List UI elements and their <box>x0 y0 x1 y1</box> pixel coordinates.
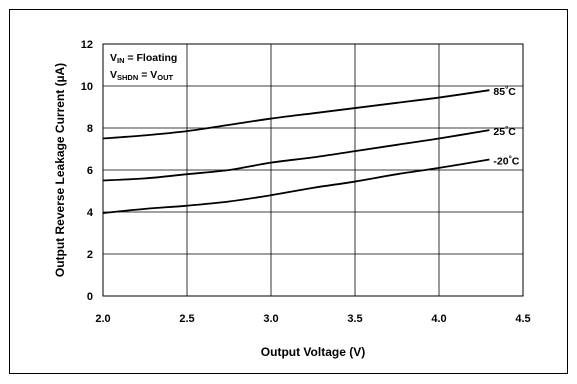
grid <box>103 44 523 296</box>
y-tick-label: 12 <box>81 39 93 51</box>
x-tick-label: 3.5 <box>347 313 362 325</box>
vin-condition-label: VIN = Floating <box>110 52 177 65</box>
series-lines <box>102 89 490 214</box>
y-tick-label: 8 <box>87 123 93 135</box>
series-label-minus-20c: -20°C <box>493 155 519 168</box>
x-tick-label: 2.5 <box>179 313 194 325</box>
conditions-annotation: VIN = Floating VSHDN = VOUT <box>110 52 177 82</box>
y-tick-label: 2 <box>87 249 93 261</box>
x-tick-label: 4.0 <box>431 313 446 325</box>
series-line-25c <box>102 129 490 182</box>
x-tick-label: 2.0 <box>95 313 110 325</box>
y-tick-label: 6 <box>87 165 93 177</box>
series-line-85c <box>102 89 490 140</box>
x-axis-title: Output Voltage (V) <box>261 345 365 359</box>
tick-labels: 2.0 2.5 3.0 3.5 4.0 4.5 0 2 4 6 8 10 12 <box>81 39 531 325</box>
y-tick-label: 0 <box>87 291 93 303</box>
series-labels: 85°C 25°C -20°C <box>493 85 519 167</box>
y-tick-label: 4 <box>87 207 94 219</box>
series-label-25c: 25°C <box>493 125 516 138</box>
y-tick-label: 10 <box>81 81 93 93</box>
vshdn-condition-label: VSHDN = VOUT <box>110 69 174 82</box>
series-line-minus-20c <box>102 158 490 214</box>
y-axis-title: Output Reverse Leakage Current (µA) <box>53 63 67 277</box>
x-tick-label: 3.0 <box>263 313 278 325</box>
x-tick-label: 4.5 <box>515 313 530 325</box>
plot-area-border <box>102 43 524 297</box>
series-label-85c: 85°C <box>493 85 516 98</box>
